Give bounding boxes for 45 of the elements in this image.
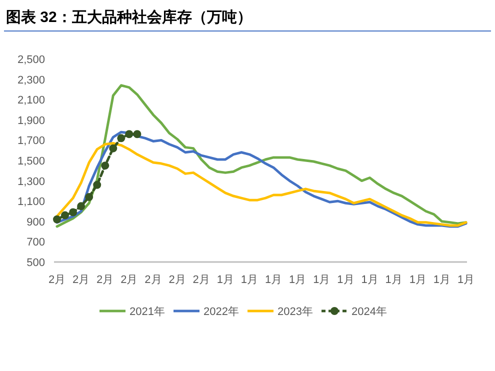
- point: [93, 180, 102, 189]
- x-tick-label: 1月: [240, 274, 258, 286]
- point: [77, 202, 86, 210]
- y-tick-label: 1,100: [17, 196, 45, 208]
- x-tick-label: 2月: [168, 274, 186, 286]
- point: [53, 215, 61, 224]
- legend-label: 2023年: [278, 306, 313, 318]
- point: [109, 144, 118, 152]
- y-tick-label: 1,900: [17, 114, 45, 127]
- x-tick-label: 2月: [72, 274, 90, 286]
- x-tick-label: 2月: [96, 274, 114, 286]
- point: [117, 134, 126, 142]
- x-tick-label: 1月: [433, 274, 451, 286]
- point: [85, 193, 94, 202]
- x-tick-label: 1月: [361, 274, 378, 286]
- point: [61, 211, 70, 220]
- x-tick-label: 1月: [289, 274, 306, 286]
- x-tick-label: 2月: [48, 274, 66, 286]
- x-tick-label: 1月: [216, 274, 234, 286]
- x-tick-label: 2月: [120, 274, 138, 286]
- x-tick-label: 1月: [337, 274, 354, 286]
- y-tick-label: 2,100: [17, 94, 45, 107]
- y-tick-label: 1,500: [17, 156, 45, 168]
- y-tick-label: 1,700: [17, 135, 45, 148]
- x-tick-label: 1月: [264, 274, 282, 286]
- chart-title: 图表 32：五大品种社会库存（万吨）: [6, 8, 252, 26]
- y-tick-label: 900: [26, 216, 45, 228]
- point: [133, 130, 142, 138]
- point: [69, 208, 78, 216]
- y-tick-label: 500: [26, 257, 45, 269]
- y-tick-label: 2,500: [17, 54, 45, 66]
- point: [101, 162, 110, 170]
- legend-label: 2021年: [130, 306, 165, 318]
- y-tick-label: 700: [26, 236, 45, 249]
- y-tick-label: 1,300: [17, 176, 45, 188]
- x-tick-label: 1月: [409, 274, 426, 286]
- x-tick-label: 1月: [457, 274, 475, 286]
- x-tick-label: 1月: [385, 274, 402, 286]
- point: [125, 130, 134, 138]
- legend-label: 2024年: [352, 306, 387, 318]
- x-tick-label: 2月: [192, 274, 210, 286]
- x-tick-label: 2月: [144, 274, 162, 286]
- y-tick-label: 2,300: [17, 74, 45, 86]
- legend-label: 2022年: [204, 306, 239, 318]
- x-tick-label: 1月: [313, 274, 330, 286]
